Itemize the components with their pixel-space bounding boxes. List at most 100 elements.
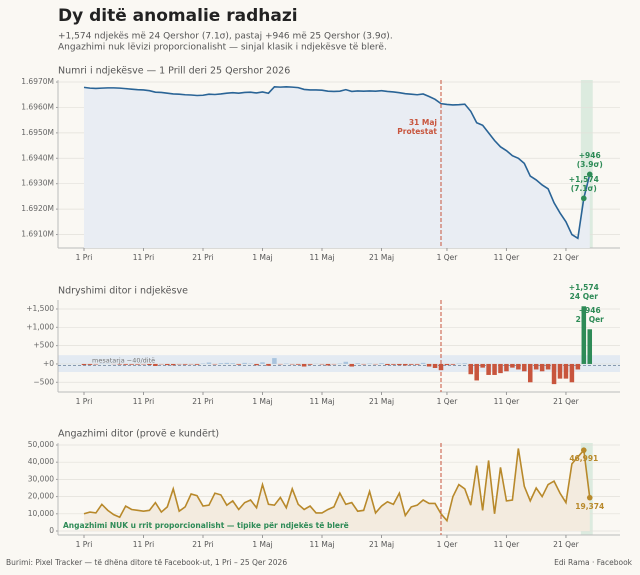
y-tick-label: 50,000 xyxy=(28,440,54,449)
annotation: +1,574 (7.1σ) xyxy=(568,175,599,194)
panel-title: Ndryshimi ditor i ndjekësve xyxy=(58,286,188,297)
x-tick-label: 11 Pri xyxy=(133,540,155,549)
bar xyxy=(391,363,396,365)
y-tick-label: 30,000 xyxy=(28,474,54,483)
bar xyxy=(581,306,587,364)
x-tick-label: 11 Pri xyxy=(133,397,155,406)
bar xyxy=(182,363,188,365)
x-tick-label: 11 Pri xyxy=(133,253,155,262)
y-tick-label: +0 xyxy=(43,359,54,368)
panel-title: Angazhimi ditor (provë e kundërt) xyxy=(58,429,219,440)
x-tick-label: 1 Pri xyxy=(76,540,93,549)
bar xyxy=(545,363,551,370)
y-tick-label: 1.6950M xyxy=(21,128,54,137)
bar xyxy=(486,363,491,375)
y-tick-label: 1.6960M xyxy=(21,102,54,111)
bar xyxy=(414,363,420,365)
y-tick-label: 1.6930M xyxy=(21,179,54,188)
highlight-point xyxy=(581,447,587,453)
credit: Edi Rama · Facebook xyxy=(554,558,633,567)
bar xyxy=(450,363,456,365)
bar xyxy=(408,363,414,365)
highlight-point xyxy=(581,195,587,202)
bar xyxy=(504,363,509,372)
bar xyxy=(462,363,468,364)
bar xyxy=(218,363,224,364)
bar xyxy=(533,363,539,370)
bar xyxy=(569,363,575,383)
bar xyxy=(498,363,503,374)
x-tick-label: 1 Qer xyxy=(437,540,459,549)
x-tick-label: 1 Maj xyxy=(252,397,272,406)
bar xyxy=(432,363,438,368)
line xyxy=(83,86,591,240)
bar xyxy=(510,363,515,368)
bar xyxy=(194,363,200,365)
bar xyxy=(474,363,479,381)
x-tick-label: 21 Pri xyxy=(192,253,214,262)
area xyxy=(84,86,590,248)
bar xyxy=(266,363,271,366)
bar xyxy=(254,363,259,366)
y-tick-label: 0 xyxy=(49,526,54,535)
bar xyxy=(587,329,593,364)
bar xyxy=(527,363,533,383)
bar xyxy=(349,363,355,367)
annotation: +946 25 Qer xyxy=(575,306,604,325)
x-tick-label: 11 Maj xyxy=(309,253,334,262)
bar xyxy=(117,363,122,365)
mean-label: mesatarja −40/ditë xyxy=(92,356,155,364)
subtitle: Angazhimi nuk lëvizi proporcionalisht — … xyxy=(58,43,387,53)
bar xyxy=(81,363,87,366)
bar xyxy=(135,363,140,365)
page-title: Dy ditë anomalie radhazi xyxy=(58,6,298,26)
x-tick-label: 21 Pri xyxy=(192,397,214,406)
highlight-point xyxy=(586,171,593,178)
bar xyxy=(468,363,474,375)
annotation: +946 (3.9σ) xyxy=(576,151,603,170)
y-tick-label: 1.6970M xyxy=(21,77,54,86)
bar xyxy=(170,363,176,366)
bar xyxy=(153,363,158,366)
source-note: Burimi: Pixel Tracker — të dhëna ditore … xyxy=(6,558,287,567)
bar xyxy=(307,363,313,365)
y-tick-label: 40,000 xyxy=(28,457,54,466)
x-tick-label: 1 Qer xyxy=(437,397,459,406)
x-tick-label: 1 Maj xyxy=(252,253,272,262)
y-tick-label: 10,000 xyxy=(28,509,54,518)
x-tick-label: 21 Qer xyxy=(553,253,579,262)
x-tick-label: 11 Maj xyxy=(309,397,334,406)
bar xyxy=(522,363,527,372)
note: Angazhimi NUK u rrit proporcionalisht — … xyxy=(63,521,349,530)
event-label: 31 Maj Protestat xyxy=(397,118,437,136)
annotation: 46,991 xyxy=(569,454,599,464)
bar xyxy=(165,363,170,366)
x-tick-label: 21 Qer xyxy=(553,397,579,406)
bar xyxy=(355,363,360,364)
bar xyxy=(403,363,408,366)
bar xyxy=(87,363,93,365)
bar xyxy=(242,362,247,364)
bar xyxy=(397,363,402,366)
x-tick-label: 11 Maj xyxy=(309,540,334,549)
bar xyxy=(426,363,432,367)
bar xyxy=(295,363,301,365)
subtitle: +1,574 ndjekës më 24 Qershor (7.1σ), pas… xyxy=(58,32,393,42)
bar xyxy=(272,358,277,364)
bar xyxy=(147,363,152,365)
bar xyxy=(379,363,384,364)
bar xyxy=(551,363,557,385)
bar xyxy=(301,363,307,367)
line xyxy=(83,448,591,523)
x-tick-label: 21 Maj xyxy=(369,397,394,406)
bar xyxy=(123,363,128,365)
bar xyxy=(230,363,236,364)
y-tick-label: +1,500 xyxy=(26,304,54,313)
y-tick-label: 1.6910M xyxy=(21,230,54,239)
bar xyxy=(129,363,134,365)
x-tick-label: 11 Qer xyxy=(494,397,520,406)
x-tick-label: 21 Qer xyxy=(553,540,579,549)
x-tick-label: 1 Pri xyxy=(76,397,93,406)
